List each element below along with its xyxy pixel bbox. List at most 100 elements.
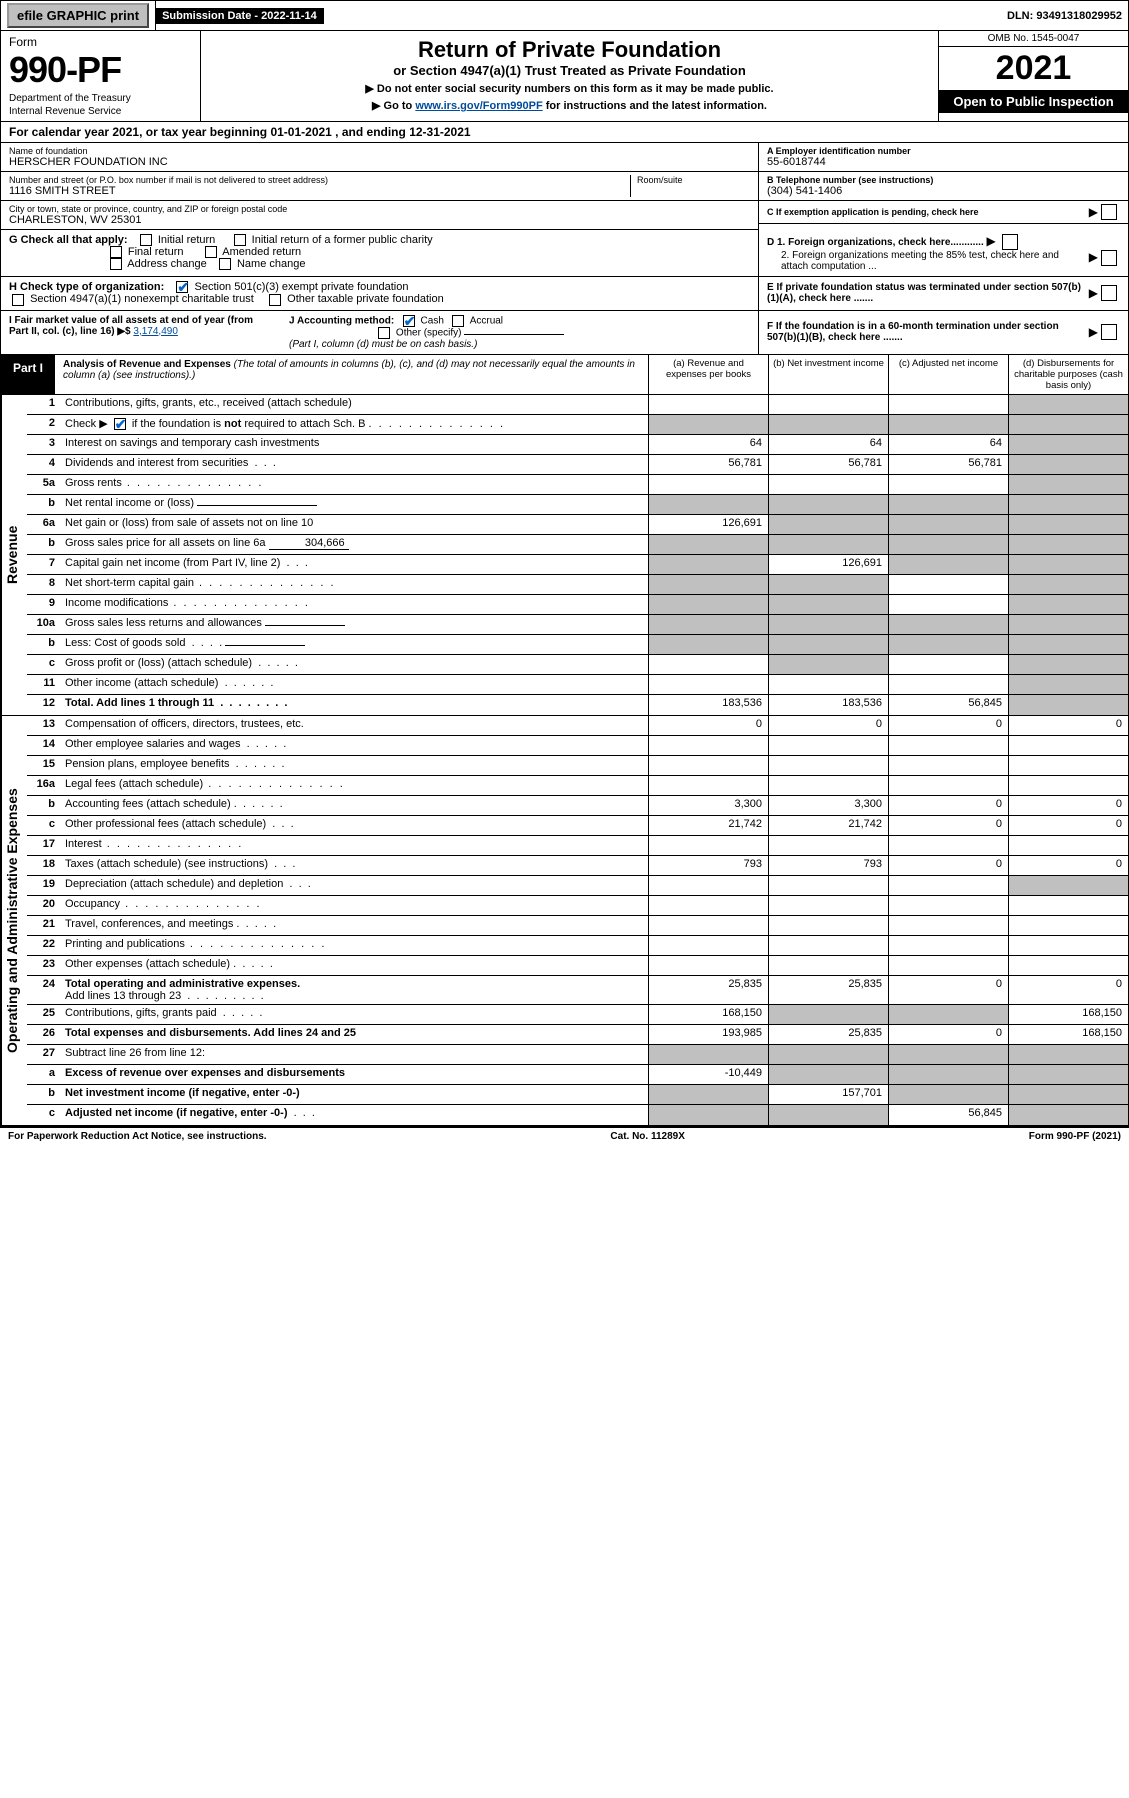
other-method-checkbox[interactable] [378, 327, 390, 339]
line-26-a: 193,985 [648, 1025, 768, 1044]
amended-return-label: Amended return [222, 246, 301, 258]
line-5b-d [1008, 495, 1128, 514]
section-h: H Check type of organization: Section 50… [1, 277, 758, 309]
address-change-label: Address change [127, 258, 207, 270]
507b1b-checkbox[interactable] [1101, 324, 1117, 340]
accrual-label: Accrual [470, 315, 503, 326]
tax-year-begin: 01-01-2021 [270, 125, 331, 139]
line-16b-d: 0 [1008, 796, 1128, 815]
line-19-desc: Depreciation (attach schedule) and deple… [61, 876, 648, 895]
line-23-c [888, 956, 1008, 975]
line-10c-c [888, 655, 1008, 674]
line-20-a [648, 896, 768, 915]
submission-date: Submission Date - 2022-11-14 [156, 8, 324, 24]
line-4-c: 56,781 [888, 455, 1008, 474]
line-20-num: 20 [27, 896, 61, 915]
line-6b-d [1008, 535, 1128, 554]
line-17-c [888, 836, 1008, 855]
line-8-d [1008, 575, 1128, 594]
line-11-a [648, 675, 768, 694]
amended-return-checkbox[interactable] [205, 246, 217, 258]
line-23-num: 23 [27, 956, 61, 975]
line-8-c [888, 575, 1008, 594]
arrow-icon: ▶ [1089, 325, 1098, 339]
4947a1-checkbox[interactable] [12, 294, 24, 306]
part1-header: Part I Analysis of Revenue and Expenses … [0, 355, 1129, 395]
line-4-d [1008, 455, 1128, 474]
line-6a-c [888, 515, 1008, 534]
form-header: Form 990-PF Department of the Treasury I… [0, 31, 1129, 122]
line-25-desc: Contributions, gifts, grants paid . . . … [61, 1005, 648, 1024]
line-21-d [1008, 916, 1128, 935]
line-15-a [648, 756, 768, 775]
line-10a-b [768, 615, 888, 634]
col-d-header: (d) Disbursements for charitable purpose… [1008, 355, 1128, 394]
accrual-checkbox[interactable] [452, 315, 464, 327]
line-12-d [1008, 695, 1128, 715]
foreign-85pct-checkbox[interactable] [1101, 250, 1117, 266]
line-27c-c: 56,845 [888, 1105, 1008, 1125]
line-2-c [888, 415, 1008, 434]
line-12-num: 12 [27, 695, 61, 715]
507b1a-checkbox[interactable] [1101, 285, 1117, 301]
line-5a-a [648, 475, 768, 494]
cash-checkbox[interactable] [403, 315, 415, 327]
line-21-c [888, 916, 1008, 935]
line-10b-b [768, 635, 888, 654]
initial-former-checkbox[interactable] [234, 234, 246, 246]
line-27c-desc: Adjusted net income (if negative, enter … [61, 1105, 648, 1125]
exemption-pending-label: C If exemption application is pending, c… [767, 207, 1089, 217]
initial-return-checkbox[interactable] [140, 234, 152, 246]
line-12-c: 56,845 [888, 695, 1008, 715]
section-g: G Check all that apply: Initial return I… [1, 230, 758, 276]
line-7-b: 126,691 [768, 555, 888, 574]
form-instructions-link[interactable]: www.irs.gov/Form990PF [415, 100, 542, 112]
line-26-c: 0 [888, 1025, 1008, 1044]
line-27b-d [1008, 1085, 1128, 1104]
line-27c-b [768, 1105, 888, 1125]
line-14-d [1008, 736, 1128, 755]
sch-b-not-required-checkbox[interactable] [114, 418, 126, 430]
address-change-checkbox[interactable] [110, 258, 122, 270]
line-2-num: 2 [27, 415, 61, 434]
f-label: F If the foundation is in a 60-month ter… [767, 321, 1059, 343]
exemption-pending-checkbox[interactable] [1101, 204, 1117, 220]
line-9-a [648, 595, 768, 614]
line-1-c [888, 395, 1008, 414]
line-2-a [648, 415, 768, 434]
tax-year-end: 12-31-2021 [409, 125, 470, 139]
line-6b-c [888, 535, 1008, 554]
line-10a-c [888, 615, 1008, 634]
line-22-a [648, 936, 768, 955]
section-d: D 1. Foreign organizations, check here..… [758, 230, 1128, 276]
name-change-checkbox[interactable] [219, 258, 231, 270]
line-2-b [768, 415, 888, 434]
line-12-a: 183,536 [648, 695, 768, 715]
line-7-c [888, 555, 1008, 574]
efile-print-button[interactable]: efile GRAPHIC print [7, 3, 149, 28]
line-1-b [768, 395, 888, 414]
line-10c-d [1008, 655, 1128, 674]
initial-former-label: Initial return of a former public charit… [252, 234, 433, 246]
line-3-d [1008, 435, 1128, 454]
line-10c-b [768, 655, 888, 674]
line-27b-c [888, 1085, 1008, 1104]
501c3-checkbox[interactable] [176, 281, 188, 293]
line-11-num: 11 [27, 675, 61, 694]
line-7-desc: Capital gain net income (from Part IV, l… [61, 555, 648, 574]
final-return-checkbox[interactable] [110, 246, 122, 258]
line-3-num: 3 [27, 435, 61, 454]
line-27a-desc: Excess of revenue over expenses and disb… [61, 1065, 648, 1084]
line-11-c [888, 675, 1008, 694]
fmv-value-link[interactable]: 3,174,490 [133, 326, 178, 337]
line-10b-a [648, 635, 768, 654]
line-9-d [1008, 595, 1128, 614]
other-taxable-checkbox[interactable] [269, 294, 281, 306]
line-2-d [1008, 415, 1128, 434]
line-1-d [1008, 395, 1128, 414]
line-23-d [1008, 956, 1128, 975]
line-16c-d: 0 [1008, 816, 1128, 835]
line-9-c [888, 595, 1008, 614]
foreign-org-checkbox[interactable] [1002, 234, 1018, 250]
line-27b-a [648, 1085, 768, 1104]
